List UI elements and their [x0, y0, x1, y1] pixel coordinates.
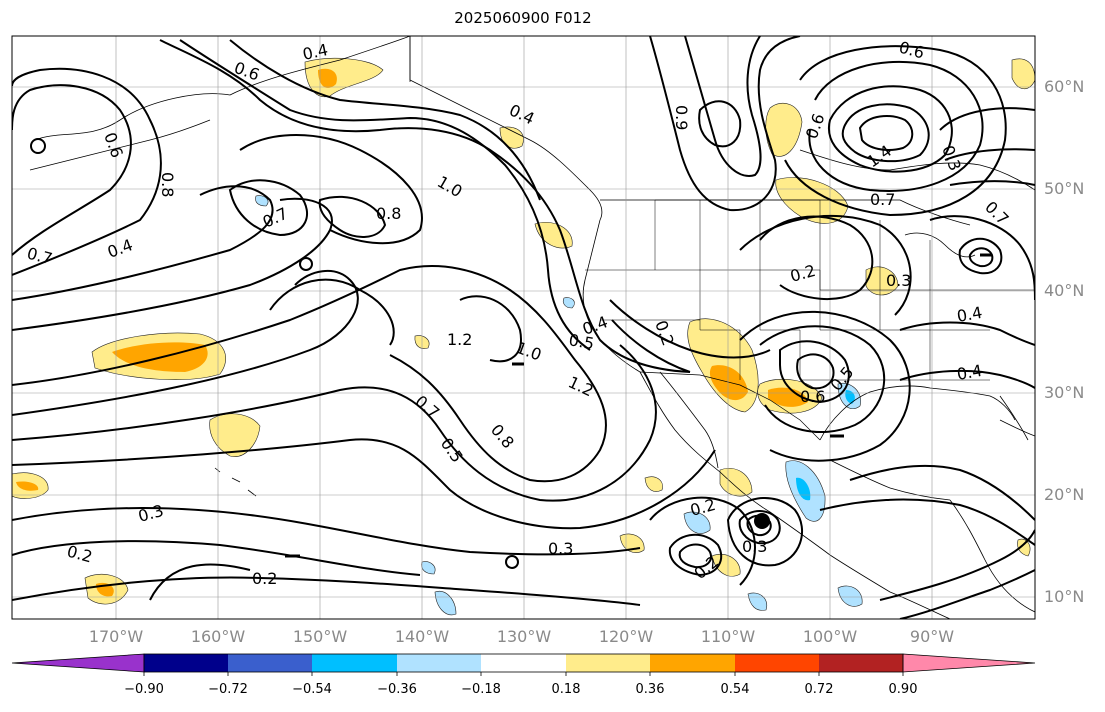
contour-label: 0.3: [548, 539, 573, 558]
lat-label: 50°N: [1044, 179, 1085, 198]
colorbar-extend-max: [902, 653, 1036, 673]
positive-anomaly: [209, 413, 261, 457]
gulf-of-mexico-coast: [819, 385, 1016, 441]
contour-lines: [12, 36, 1035, 619]
colorbar-tick-label: −0.90: [124, 682, 164, 697]
hudson-bay: [799, 149, 1035, 191]
colorbar-segment: [481, 654, 566, 672]
lat-label: 10°N: [1044, 587, 1085, 606]
lon-label: 130°W: [496, 627, 552, 646]
colorbar-extend-min: [11, 653, 145, 673]
contour-center-marker: [754, 513, 770, 529]
lon-label: 120°W: [598, 627, 654, 646]
colorbar-segment: [312, 654, 397, 672]
negative-anomaly: [845, 390, 855, 404]
lon-label: 150°W: [292, 627, 348, 646]
great-lakes: [904, 232, 976, 258]
lon-label: 140°W: [394, 627, 450, 646]
positive-anomaly: [16, 481, 39, 491]
us-mexico-border: [639, 371, 821, 441]
contour-label: 0.8: [376, 204, 401, 223]
country-borders: [409, 36, 971, 441]
contour-closed-cell: [505, 555, 519, 569]
lon-label: 100°W: [802, 627, 858, 646]
colorbar-tick-label: 0.90: [888, 682, 918, 697]
contour-label: 0.8: [158, 172, 177, 197]
aleutian-islands: [29, 119, 211, 171]
lon-label: 90°W: [909, 627, 955, 646]
cuba: [999, 419, 1035, 437]
lon-label: 110°W: [700, 627, 756, 646]
map-title: 2025060900 F012: [454, 9, 592, 27]
colorbar-segment: [228, 654, 312, 672]
positive-anomaly: [318, 68, 337, 88]
negative-anomaly: [837, 585, 863, 607]
lat-label: 20°N: [1044, 485, 1085, 504]
baja-california: [639, 371, 721, 473]
lon-label: 160°W: [190, 627, 246, 646]
contour-label: 1.2: [447, 330, 472, 349]
central-america-coast: [949, 499, 1035, 613]
contour-closed-cell: [30, 138, 46, 154]
contour-label: 0.3: [742, 537, 767, 556]
negative-anomaly: [683, 511, 711, 534]
colorbar-segment: [566, 654, 650, 672]
us-canada-border: [600, 199, 971, 226]
negative-anomaly: [747, 592, 768, 611]
contour-closed-cell: [299, 257, 313, 271]
contour-label: 0.4: [301, 40, 330, 64]
colorbar: [11, 653, 1036, 676]
contour-label: 0.2: [252, 569, 277, 588]
colorbar-tick-label: 0.54: [720, 682, 750, 697]
colorbar-segment: [819, 654, 903, 672]
positive-anomaly: [768, 387, 808, 407]
colorbar-tick-label: 0.18: [551, 682, 581, 697]
negative-anomaly: [796, 477, 811, 501]
colorbar-segment: [735, 654, 819, 672]
contour-label: 0.3: [886, 271, 911, 290]
contour-label: 0.5: [567, 330, 595, 353]
lat-label: 60°N: [1044, 77, 1085, 96]
colorbar-tick-label: 0.72: [804, 682, 834, 697]
contour-label: 0.4: [955, 361, 983, 384]
negative-anomaly: [562, 297, 575, 309]
colorbar-tick-label: −0.36: [377, 682, 417, 697]
map-frame: [11, 35, 1036, 620]
florida-coast: [999, 395, 1029, 441]
colorbar-segment: [144, 654, 228, 672]
positive-anomaly: [1017, 538, 1031, 557]
lon-label: 170°W: [88, 627, 144, 646]
alaska-panhandle: [409, 36, 603, 221]
map-panel: 0.4 0.6 0.6 0.8 0.7 0.4 0.7 0.8 1.0 1.2 …: [12, 36, 1035, 619]
colorbar-tick-label: −0.72: [208, 682, 248, 697]
contour-label: 0.9: [672, 105, 691, 130]
positive-anomaly: [709, 365, 748, 401]
contour-label: 0.7: [870, 190, 895, 209]
lat-label: 30°N: [1044, 383, 1085, 402]
positive-anomaly: [644, 476, 663, 492]
colorbar-segment: [650, 654, 735, 672]
colorbar-segment: [397, 654, 481, 672]
contour-label: 0.4: [955, 303, 983, 326]
alaska-coast: [34, 36, 411, 141]
colorbar-tick-label: 0.36: [635, 682, 665, 697]
contour-label: 0.6: [800, 387, 825, 406]
positive-anomaly: [865, 266, 899, 296]
positive-anomaly: [711, 554, 741, 577]
colorbar-tick-label: −0.54: [292, 682, 332, 697]
colorbar-tick-label: −0.18: [461, 682, 501, 697]
yucatan-coast: [829, 459, 951, 501]
lat-label: 40°N: [1044, 281, 1085, 300]
negative-anomaly: [255, 195, 269, 207]
contour-fragments: [285, 253, 992, 558]
